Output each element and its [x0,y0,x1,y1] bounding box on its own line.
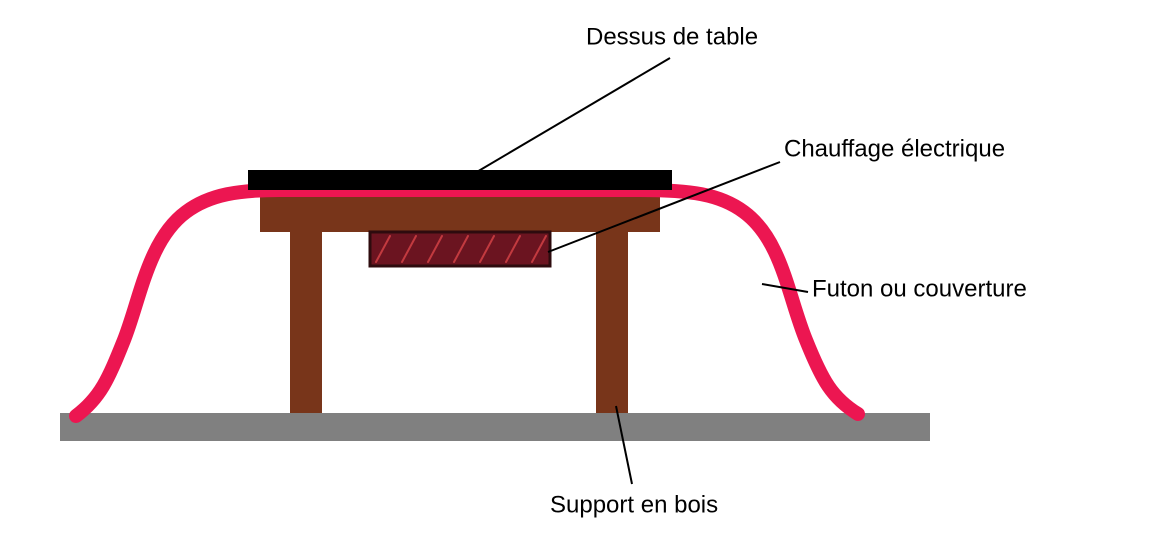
heater [370,232,550,266]
table-frame-bar [260,196,660,232]
diagram-background [0,0,1152,539]
label-heater: Chauffage électrique [784,135,1005,162]
table-leg-right [596,222,628,413]
label-support: Support en bois [550,491,718,518]
tabletop [248,170,672,190]
floor [60,413,930,441]
label-futon: Futon ou couverture [812,275,1027,302]
label-tabletop: Dessus de table [586,23,758,50]
table-leg-left [290,222,322,413]
